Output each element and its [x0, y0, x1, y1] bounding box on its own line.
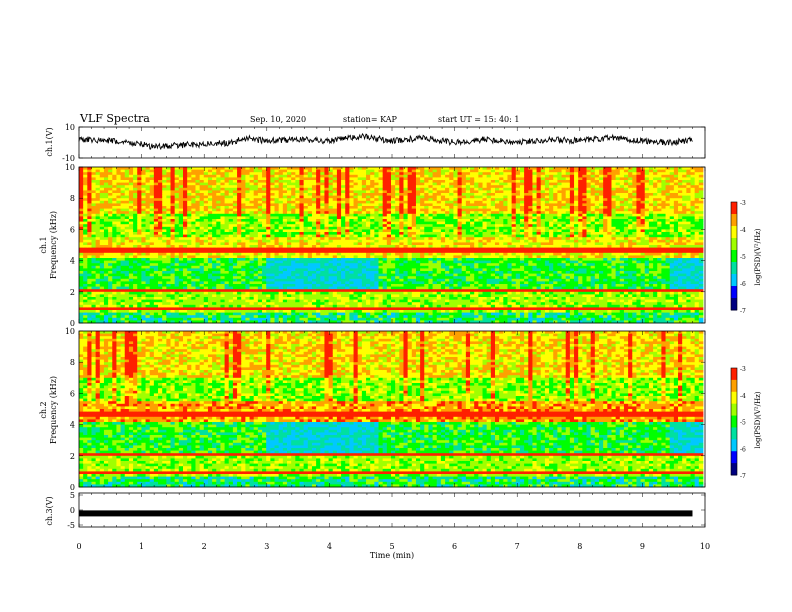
- colorbar1-label: log(PSD)(V²/Hz): [754, 228, 762, 285]
- ch1-spectrogram-ytick: 6: [70, 225, 75, 234]
- x-tick-label: 5: [389, 542, 394, 551]
- x-tick-label: 1: [139, 542, 144, 551]
- figure-title: VLF Spectra: [79, 112, 150, 125]
- x-tick-label: 0: [76, 542, 81, 551]
- x-tick-label: 6: [452, 542, 457, 551]
- ch1-spectrogram-ytick: 4: [70, 257, 75, 266]
- ch1-ylabel: ch.1(V): [45, 127, 54, 156]
- ch2-spectrogram-ytick: 10: [65, 327, 75, 336]
- x-axis-label: Time (min): [370, 551, 414, 560]
- x-tick-label: 9: [640, 542, 645, 551]
- x-tick-label: 10: [700, 542, 710, 551]
- ch2-spectrogram-ytick: 0: [70, 483, 75, 492]
- ch2-spec-ylabel: Frequency (kHz): [49, 376, 58, 444]
- ch1-spec-ylabel: Frequency (kHz): [49, 211, 58, 279]
- ch1-spectrogram-ytick: 10: [65, 163, 75, 172]
- ch2-spec-ylabel-top: ch.2: [39, 401, 48, 418]
- colorbar1-tick: -3: [740, 200, 746, 207]
- colorbar1-tick: -7: [740, 308, 746, 315]
- x-tick-label: 8: [577, 542, 582, 551]
- ch3-waveform-line: [79, 510, 693, 517]
- colorbar1-tick: -5: [740, 254, 746, 261]
- ch1-waveform-ytick: 10: [65, 123, 75, 132]
- colorbar2-label: log(PSD)(V²/Hz): [754, 391, 762, 448]
- colorbar2-tick: -4: [740, 393, 746, 400]
- ch1-spectrogram-ytick: 8: [70, 194, 75, 203]
- date-label: Sep. 10, 2020: [250, 115, 306, 124]
- ch1-spectrogram-cells: [79, 167, 704, 324]
- ch1-spectrogram-ytick: 0: [70, 319, 75, 328]
- x-tick-label: 4: [327, 542, 332, 551]
- ch2-spectrogram-ytick: 4: [70, 421, 75, 430]
- colorbar1-tick: -6: [740, 281, 746, 288]
- x-tick-label: 2: [202, 542, 207, 551]
- ch2-spectrogram-ytick: 8: [70, 358, 75, 367]
- ch1-spec-ylabel-top: ch.1: [39, 236, 48, 253]
- colorbar2-tick: -3: [740, 366, 746, 373]
- colorbar2-tick: -5: [740, 420, 746, 427]
- colorbar2-tick: -6: [740, 446, 746, 453]
- ch2-spectrogram-ytick: 6: [70, 389, 75, 398]
- ch2-spectrogram-ytick: 2: [70, 452, 75, 461]
- ch2-spectrogram-cells: [79, 331, 704, 488]
- ch3-ylabel: ch.3(V): [45, 496, 54, 525]
- start-time-label: start UT = 15: 40: 1: [438, 115, 519, 124]
- panels-group: [78, 126, 738, 528]
- colorbar2: [730, 367, 738, 476]
- colorbar1: [730, 201, 738, 311]
- x-tick-label: 7: [515, 542, 520, 551]
- ch3-waveform-ytick: 0: [70, 506, 75, 515]
- colorbar2-tick: -7: [740, 473, 746, 480]
- ch3-waveform-frame: [78, 492, 706, 528]
- ch1-waveform-ytick: -10: [62, 154, 75, 163]
- x-tick-label: 3: [264, 542, 269, 551]
- ch3-waveform-ytick: 5: [70, 491, 75, 500]
- ch1-spectrogram-ytick: 2: [70, 288, 75, 297]
- colorbar1-tick: -4: [740, 227, 746, 234]
- station-label: station= KAP: [343, 115, 398, 124]
- ch3-waveform-ytick: -5: [67, 521, 75, 530]
- ch1-waveform-line: [78, 132, 693, 151]
